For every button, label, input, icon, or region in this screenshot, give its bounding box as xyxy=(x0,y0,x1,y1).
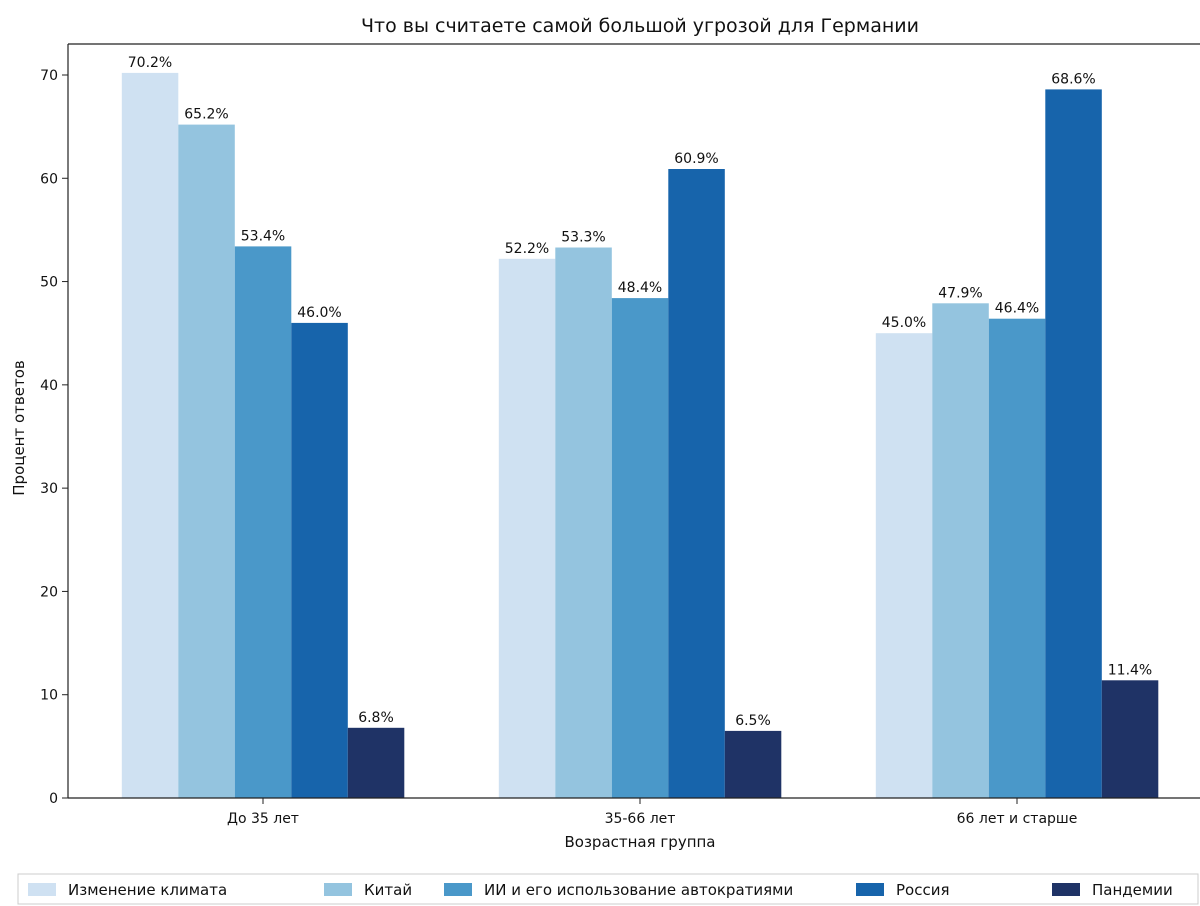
legend-swatch xyxy=(856,883,884,896)
data-label: 65.2% xyxy=(184,107,228,123)
legend-swatch xyxy=(1052,883,1080,896)
bar-3-series-1 xyxy=(875,333,933,798)
bar-3-series-5 xyxy=(1101,680,1159,798)
bar-1-series-4 xyxy=(291,322,348,798)
x-tick-label: До 35 лет xyxy=(227,811,299,827)
x-axis-label: Возрастная группа xyxy=(564,833,715,851)
bar-1-series-2 xyxy=(178,124,235,799)
legend-label: Изменение климата xyxy=(68,881,227,899)
data-label: 48.4% xyxy=(618,280,662,296)
legend-swatch xyxy=(444,883,472,896)
data-label: 60.9% xyxy=(674,151,718,167)
bar-2-series-5 xyxy=(724,730,782,798)
y-tick-label: 10 xyxy=(40,688,58,704)
y-tick-label: 60 xyxy=(40,171,58,187)
data-label: 46.0% xyxy=(297,305,341,321)
bar-1-series-3 xyxy=(234,246,292,798)
bar-2-series-3 xyxy=(611,298,669,798)
bar-1-series-1 xyxy=(121,72,179,798)
data-label: 53.4% xyxy=(241,228,285,244)
legend-label: ИИ и его использование автократиями xyxy=(484,881,793,899)
legend-swatch xyxy=(28,883,56,896)
data-label: 6.8% xyxy=(358,710,394,726)
bar-2-series-2 xyxy=(555,247,612,798)
x-tick-label: 35-66 лет xyxy=(605,811,676,827)
bar-2-series-4 xyxy=(668,169,725,798)
y-axis-label: Процент ответов xyxy=(10,360,28,495)
y-tick-label: 70 xyxy=(40,68,58,84)
legend-frame xyxy=(17,873,1199,905)
legend: Изменение климата Китай ИИ и его использов… xyxy=(17,873,1199,905)
data-label: 52.2% xyxy=(505,241,549,257)
legend-label: Китай xyxy=(364,881,412,899)
y-tick-label: 40 xyxy=(40,378,58,394)
data-label: 45.0% xyxy=(882,315,926,331)
x-tick-label: 66 лет и старше xyxy=(957,811,1078,827)
y-tick-label: 0 xyxy=(49,791,58,807)
data-label: 47.9% xyxy=(938,285,982,301)
bar-1-series-5 xyxy=(347,727,405,798)
data-label: 70.2% xyxy=(128,55,172,71)
chart-title: Что вы считаете самой большой угрозой дл… xyxy=(361,15,919,37)
bar-2-series-1 xyxy=(498,258,556,798)
legend-label: Пандемии xyxy=(1092,881,1173,899)
data-label: 11.4% xyxy=(1108,662,1152,678)
bars-group: 70.2% 52.2% 45.0% 65.2% 53.3% 47.9% 53.4% 48.4%… xyxy=(121,55,1159,799)
data-label: 46.4% xyxy=(995,301,1039,317)
y-tick-label: 50 xyxy=(40,275,58,291)
bar-3-series-2 xyxy=(932,303,989,798)
legend-swatch xyxy=(324,883,352,896)
axes-group: 0 10 20 30 40 50 60 70 До 35 лет 35-66 лет 66 лет … xyxy=(40,43,1200,827)
bar-3-series-3 xyxy=(988,318,1046,798)
legend-label: Россия xyxy=(896,881,950,899)
data-label: 6.5% xyxy=(735,713,771,729)
y-tick-label: 20 xyxy=(40,584,58,600)
data-label: 68.6% xyxy=(1051,71,1095,87)
bar-3-series-4 xyxy=(1045,89,1102,798)
y-tick-label: 30 xyxy=(40,481,58,497)
data-label: 53.3% xyxy=(561,230,605,246)
